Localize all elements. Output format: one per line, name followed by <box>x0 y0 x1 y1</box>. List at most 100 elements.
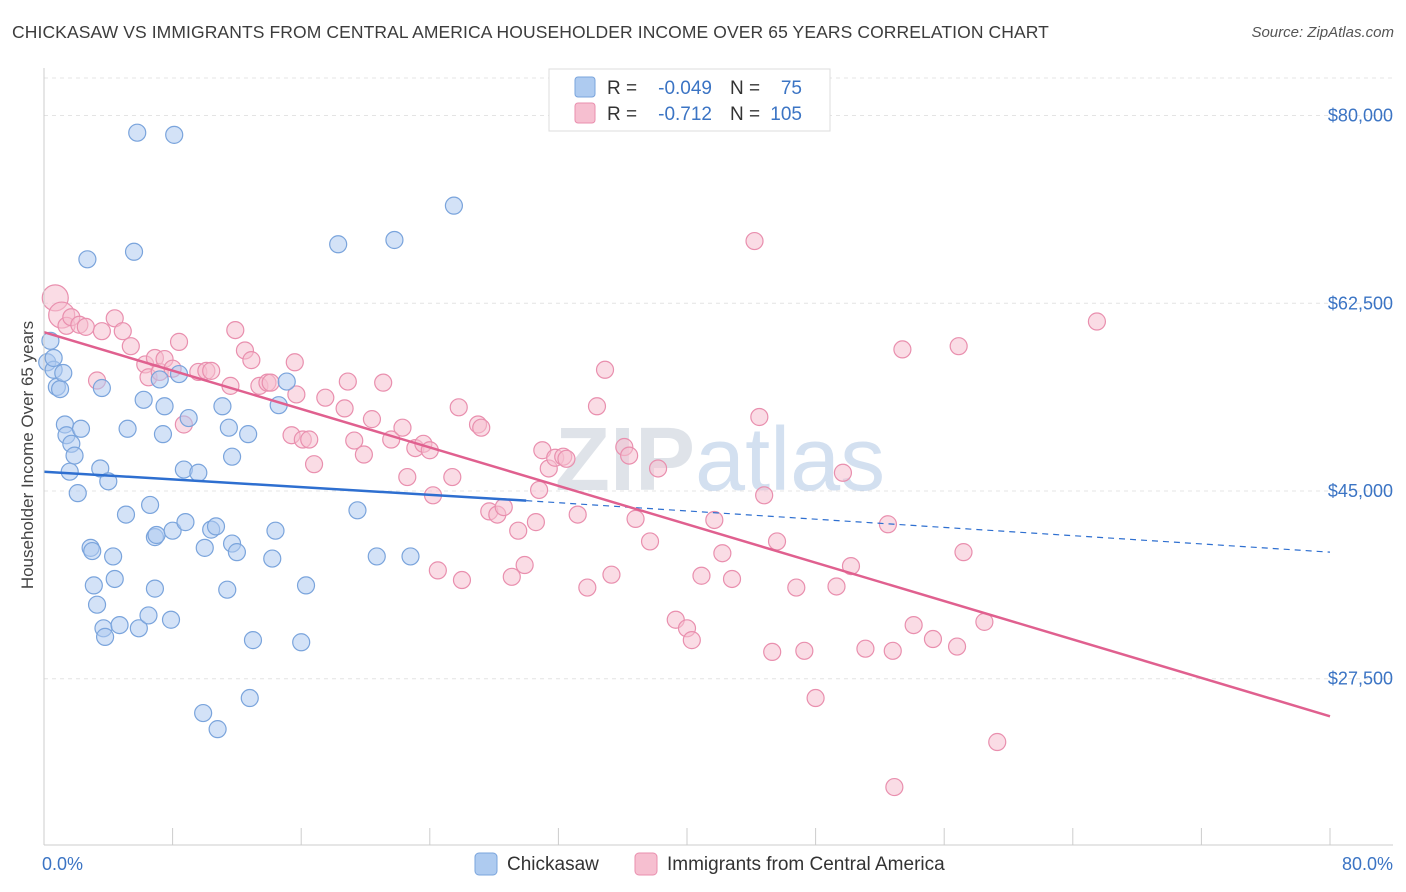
pink-point <box>568 505 587 524</box>
watermark-atlas: atlas <box>695 410 885 510</box>
legend-n-value-2: 105 <box>770 104 802 125</box>
blue-point <box>145 579 165 598</box>
axes <box>43 68 1393 846</box>
blue-point <box>219 418 238 437</box>
blue-point <box>124 242 144 261</box>
pink-point <box>713 544 732 563</box>
bottom-legend-swatch-chickasaw <box>474 852 498 876</box>
pink-point <box>338 372 357 391</box>
pink-point <box>502 567 521 586</box>
blue-point <box>118 419 137 438</box>
x-tick-label-max: 80.0% <box>1342 854 1393 874</box>
blue-point <box>194 703 213 723</box>
chart-source: Source: ZipAtlas.com <box>1251 24 1394 41</box>
chickasaw-trend-extension <box>526 500 1331 553</box>
pink-point <box>620 446 639 465</box>
pink-point <box>345 431 364 450</box>
blue-point <box>227 543 246 562</box>
pink-point <box>335 399 354 418</box>
immigrants-trend-line <box>43 331 1331 718</box>
pink-point <box>578 578 597 597</box>
blue-point <box>78 250 97 269</box>
pink-point <box>954 543 973 562</box>
pink-point <box>428 561 447 580</box>
bottom-legend-label-immigrants: Immigrants from Central America <box>667 854 945 875</box>
pink-point <box>595 360 615 379</box>
chart-title: CHICKASAW VS IMMIGRANTS FROM CENTRAL AME… <box>12 22 1049 42</box>
blue-point <box>292 633 311 652</box>
blue-point <box>189 463 208 482</box>
blue-point <box>68 484 87 503</box>
pink-point <box>705 510 724 530</box>
blue-point <box>213 397 232 416</box>
blue-point <box>153 425 173 444</box>
pink-point <box>763 642 782 662</box>
legend-n-label-2: N = <box>730 104 760 125</box>
legend-r-value-1: -0.049 <box>658 78 712 99</box>
pink-point <box>988 732 1007 752</box>
bottom-legend-label-chickasaw: Chickasaw <box>507 854 599 875</box>
blue-point <box>83 541 102 561</box>
pink-point <box>745 231 764 251</box>
pink-point <box>841 556 861 576</box>
pink-point <box>202 361 221 380</box>
blue-point <box>140 495 160 515</box>
pink-point <box>755 486 774 505</box>
pink-point <box>354 445 373 464</box>
pink-point <box>833 463 853 482</box>
grid-lines <box>44 77 1393 680</box>
blue-point <box>71 419 91 438</box>
watermark: ZIPatlas <box>555 410 885 510</box>
pink-point <box>472 418 491 437</box>
pink-point <box>640 532 660 551</box>
pink-point <box>530 480 549 500</box>
pink-point <box>285 353 304 372</box>
pink-point <box>692 566 711 585</box>
pink-point <box>494 497 513 517</box>
blue-point <box>348 501 367 520</box>
pink-point <box>449 398 468 417</box>
blue-point <box>277 372 296 391</box>
pink-point <box>883 641 902 660</box>
blue-point <box>128 123 147 142</box>
blue-point <box>444 196 464 215</box>
pink-point <box>76 317 95 336</box>
blue-point <box>296 576 316 595</box>
blue-point <box>240 688 259 708</box>
pink-point <box>648 459 668 478</box>
pink-point <box>452 570 472 590</box>
trend-lines <box>43 331 1331 718</box>
legend-n-value-1: 75 <box>781 78 802 99</box>
pink-point <box>722 569 742 589</box>
pink-point <box>1087 312 1107 331</box>
pink-point <box>105 309 124 328</box>
blue-point <box>176 513 195 532</box>
bottom-legend-swatch-immigrants <box>634 852 658 876</box>
pink-point <box>947 637 967 656</box>
blue-point <box>105 569 124 589</box>
blue-point <box>239 425 258 444</box>
legend-n-label-1: N = <box>730 78 760 99</box>
blue-point <box>266 521 285 540</box>
blue-point <box>116 505 136 524</box>
x-tick-label-min: 0.0% <box>42 854 83 874</box>
pink-point <box>362 410 382 429</box>
pink-point <box>949 337 968 356</box>
blue-point <box>155 397 174 416</box>
pink-point <box>587 397 607 416</box>
y-tick-labels: $27,500 $45,000 $62,500 $80,000 <box>1328 106 1393 689</box>
legend-swatch-chickasaw <box>574 76 596 98</box>
blue-point <box>91 459 110 478</box>
series-chickasaw <box>38 123 464 739</box>
blue-point <box>222 447 242 466</box>
blue-point <box>92 378 111 398</box>
blue-point <box>44 348 63 368</box>
blue-point <box>163 521 182 540</box>
pink-point <box>398 467 417 487</box>
blue-point <box>195 538 214 557</box>
blue-point <box>110 615 129 635</box>
pink-point <box>374 373 393 392</box>
blue-point <box>243 631 263 650</box>
y-tick-label: $27,500 <box>1328 669 1393 689</box>
